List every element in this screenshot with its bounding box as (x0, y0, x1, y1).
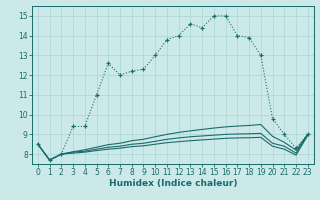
X-axis label: Humidex (Indice chaleur): Humidex (Indice chaleur) (108, 179, 237, 188)
